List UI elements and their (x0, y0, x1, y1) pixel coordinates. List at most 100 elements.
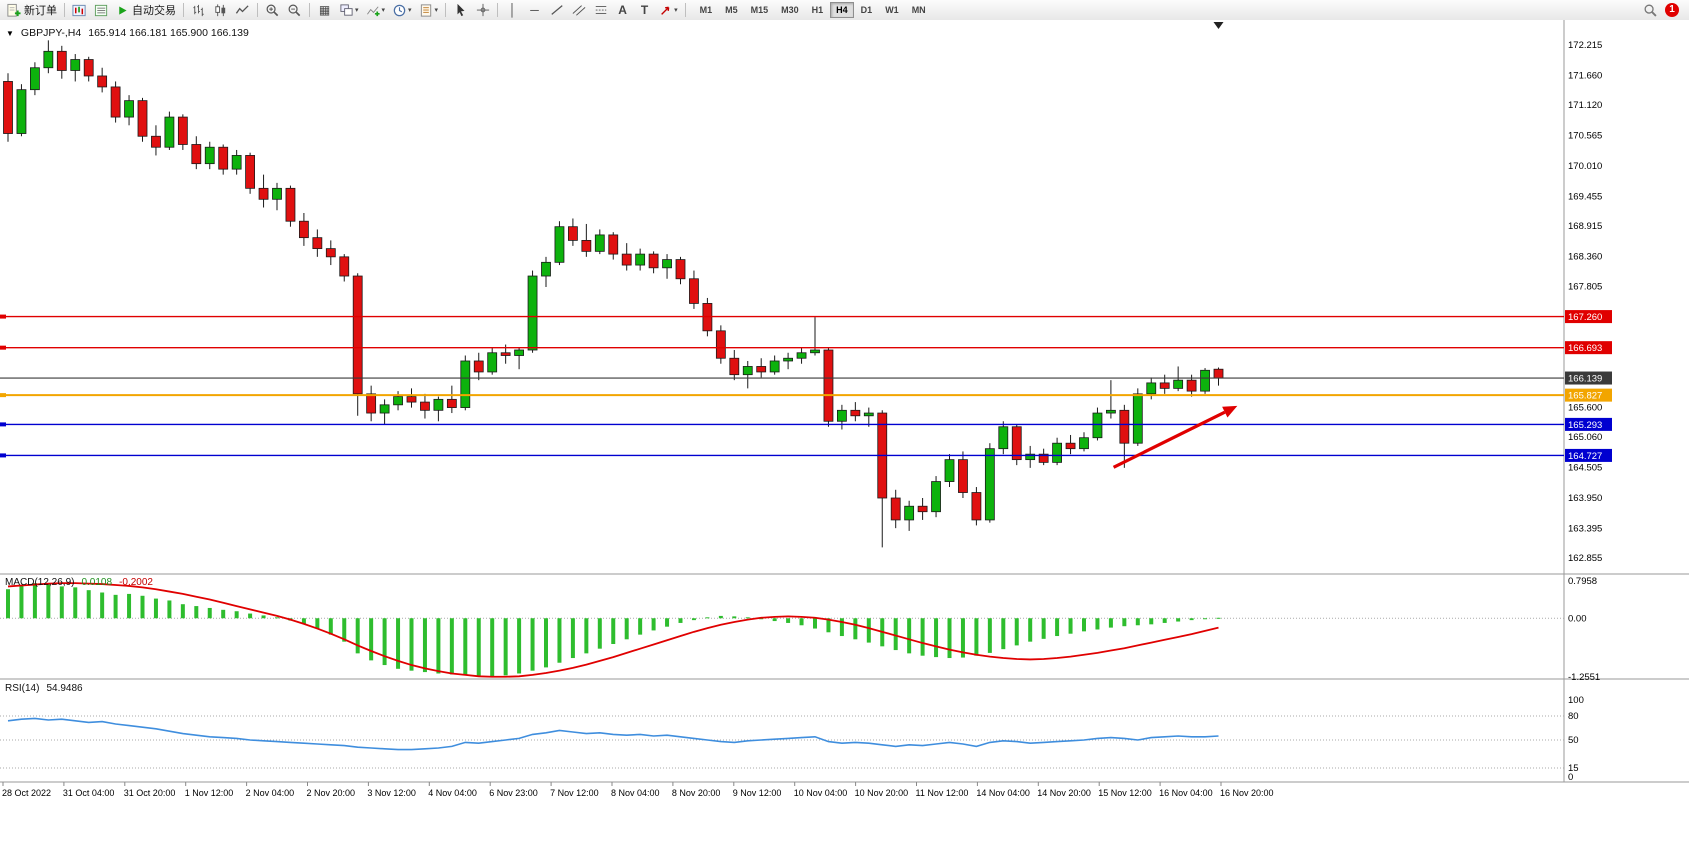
toolbar-separator (445, 3, 447, 17)
channel-tool-button[interactable] (568, 1, 589, 19)
pane-separators[interactable] (0, 20, 1689, 783)
macd-signal-value: -0.2002 (119, 577, 153, 588)
chart-window: 172.215 171.660 171.120 170.565 170.010 169.4… (0, 20, 1689, 863)
timeframe-toolbar: M1 M5 M15 M30 H1 H4 D1 W1 MN (694, 2, 932, 18)
fibonacci-tool-button[interactable] (590, 1, 611, 19)
candlestick-icon (215, 3, 226, 16)
chevron-down-icon: ▾ (674, 6, 678, 14)
rsi-indicator-readout: RSI(14) 54.9486 (5, 683, 83, 694)
svg-text:164.505: 164.505 (1568, 463, 1602, 474)
one-click-trading-toggle-icon[interactable]: ▼ (6, 28, 14, 38)
toolbar-separator (183, 3, 184, 17)
trendline-icon (550, 5, 563, 15)
svg-text:169.455: 169.455 (1568, 191, 1602, 202)
svg-text:165.600: 165.600 (1568, 403, 1602, 414)
arrange-windows-button[interactable]: ▾ (336, 1, 362, 19)
timeframe-d1-button[interactable]: D1 (855, 2, 879, 18)
svg-text:165.293: 165.293 (1568, 420, 1602, 431)
trendline-tool-button[interactable] (546, 1, 567, 19)
svg-text:-1.2551: -1.2551 (1568, 672, 1600, 683)
fibonacci-icon (595, 6, 606, 14)
charts-window-button[interactable] (69, 1, 90, 19)
data-window-button[interactable] (91, 1, 112, 19)
autotrade-button[interactable]: 自动交易 (113, 1, 179, 19)
svg-text:8 Nov 04:00: 8 Nov 04:00 (611, 788, 660, 798)
svg-text:11 Nov 12:00: 11 Nov 12:00 (916, 788, 969, 798)
timeframe-mn-button[interactable]: MN (906, 2, 932, 18)
svg-text:163.950: 163.950 (1568, 493, 1602, 504)
svg-text:10 Nov 20:00: 10 Nov 20:00 (855, 788, 909, 798)
svg-text:165.060: 165.060 (1568, 432, 1602, 443)
horizontal-line-tool-button[interactable]: ─ (524, 1, 545, 19)
svg-text:164.727: 164.727 (1568, 451, 1602, 462)
zoom-in-button[interactable] (262, 1, 283, 19)
svg-text:166.693: 166.693 (1568, 343, 1602, 354)
arrows-tool-button[interactable]: ▾ (656, 1, 681, 19)
chart-canvas[interactable]: 172.215 171.660 171.120 170.565 170.010 169.4… (0, 20, 1689, 863)
svg-text:162.855: 162.855 (1568, 553, 1602, 564)
toolbar-separator (64, 3, 65, 17)
timeframe-m1-button[interactable]: M1 (694, 2, 719, 18)
macd-label: MACD(12,26,9) (5, 577, 75, 588)
svg-text:166.139: 166.139 (1568, 374, 1602, 385)
svg-text:16 Nov 20:00: 16 Nov 20:00 (1220, 788, 1274, 798)
svg-text:4 Nov 04:00: 4 Nov 04:00 (428, 788, 477, 798)
vertical-line-tool-button[interactable]: │ (502, 1, 523, 19)
crosshair-tool-button[interactable] (472, 1, 493, 19)
timeframe-h1-button[interactable]: H1 (806, 2, 830, 18)
crosshair-icon (476, 3, 489, 17)
zoom-in-icon (266, 4, 279, 16)
trend-arrow[interactable] (1112, 405, 1238, 469)
indicators-icon (366, 5, 380, 16)
data-window-icon (94, 4, 108, 16)
timeframe-m5-button[interactable]: M5 (719, 2, 744, 18)
new-order-icon (7, 3, 21, 17)
svg-text:0.00: 0.00 (1568, 613, 1587, 624)
text-tool-button[interactable]: A (612, 1, 633, 19)
search-icon[interactable] (1643, 3, 1658, 18)
text-label-icon: T (640, 3, 649, 17)
timeframe-w1-button[interactable]: W1 (879, 2, 905, 18)
zoom-out-button[interactable] (284, 1, 305, 19)
templates-button[interactable]: ▾ (416, 1, 442, 19)
price-axis[interactable]: 172.215 171.660 171.120 170.565 170.010 169.4… (1565, 40, 1612, 564)
chevron-down-icon: ▾ (408, 6, 412, 14)
svg-text:7 Nov 12:00: 7 Nov 12:00 (550, 788, 599, 798)
svg-text:9 Nov 12:00: 9 Nov 12:00 (733, 788, 782, 798)
svg-text:167.260: 167.260 (1568, 312, 1602, 323)
macd-pane: 0.7958 0.00 -1.2551 (0, 576, 1600, 683)
chart-ohlc-readout: 165.914 166.181 165.900 166.139 (88, 27, 249, 39)
line-chart-mode-button[interactable] (232, 1, 253, 19)
candlestick-mode-button[interactable] (210, 1, 231, 19)
macd-indicator-readout: MACD(12,26,9) 0.0108 -0.2002 (5, 577, 153, 588)
svg-text:14 Nov 04:00: 14 Nov 04:00 (976, 788, 1030, 798)
new-order-button[interactable]: 新订单 (3, 1, 60, 19)
notification-badge[interactable]: 1 (1665, 3, 1679, 17)
periods-button[interactable]: ▾ (389, 1, 415, 19)
svg-text:80: 80 (1568, 711, 1579, 722)
hline-objects[interactable] (0, 314, 1564, 458)
timeframe-m15-button[interactable]: M15 (745, 2, 775, 18)
chart-symbol-readout: ▼ GBPJPY-,H4 165.914 166.181 165.900 166… (6, 27, 249, 39)
timeframe-m30-button[interactable]: M30 (775, 2, 805, 18)
tile-windows-button[interactable]: ▦ (314, 1, 335, 19)
timeframe-h4-button[interactable]: H4 (830, 2, 854, 18)
svg-text:168.915: 168.915 (1568, 221, 1602, 232)
time-axis[interactable]: 28 Oct 2022 31 Oct 04:00 31 Oct 20:00 1 Nov… (2, 782, 1274, 798)
indicators-button[interactable]: ▾ (363, 1, 389, 19)
line-chart-icon (235, 4, 249, 14)
svg-text:15: 15 (1568, 763, 1579, 774)
channel-icon (572, 5, 585, 16)
horizontal-line-icon: ─ (530, 3, 539, 17)
chart-background (0, 20, 1689, 863)
svg-text:172.215: 172.215 (1568, 40, 1602, 51)
svg-text:165.827: 165.827 (1568, 391, 1602, 402)
zoom-out-icon (288, 4, 301, 16)
bar-chart-mode-button[interactable] (188, 1, 209, 19)
svg-text:170.010: 170.010 (1568, 161, 1602, 172)
rsi-value: 54.9486 (46, 683, 83, 694)
cursor-tool-button[interactable] (450, 1, 471, 19)
template-icon (420, 3, 431, 17)
chevron-down-icon: ▾ (434, 6, 439, 14)
text-label-tool-button[interactable]: T (634, 1, 655, 19)
